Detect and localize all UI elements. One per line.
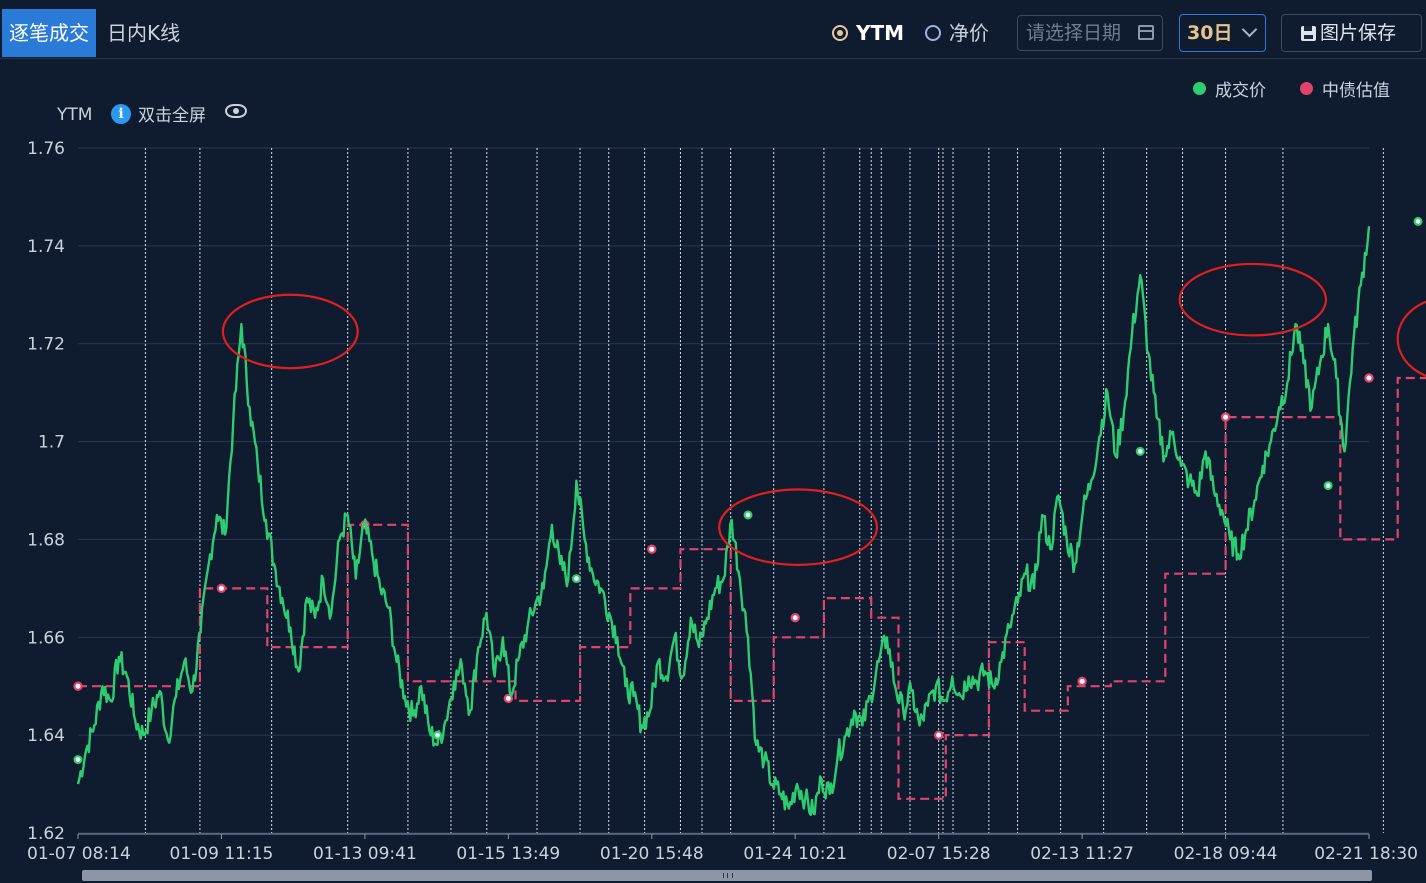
x-tick-label: 01-13 09:41 [313, 844, 417, 864]
fullscreen-hint: i 双击全屏 [111, 101, 206, 126]
valuation-marker [790, 613, 800, 623]
trade-marker [73, 755, 83, 765]
valuation-marker [647, 544, 657, 554]
legend-item-trade[interactable]: 成交价 [1193, 76, 1266, 101]
legend-item-valuation[interactable]: 中债估值 [1300, 76, 1390, 101]
y-tick-label: 1.64 [27, 726, 65, 746]
toolbar: 逐笔成交 日内K线 YTM 净价 请选择日期 30日 图片保存 [0, 0, 1426, 59]
trade-series [73, 216, 1423, 817]
legend-trade-swatch [1193, 82, 1206, 95]
trade-marker [1135, 446, 1145, 456]
radio-clean-price-label: 净价 [949, 21, 989, 45]
x-tick-label: 02-18 09:44 [1174, 844, 1278, 864]
valuation-step-line [78, 376, 1426, 800]
y-tick-label: 1.74 [27, 237, 65, 257]
radio-clean-price[interactable]: 净价 [925, 20, 989, 46]
x-tick-label: 02-13 11:27 [1030, 844, 1134, 864]
x-tick-label: 02-07 15:28 [887, 844, 991, 864]
y-tick-label: 1.72 [27, 335, 65, 355]
x-tick-label: 01-09 11:15 [170, 844, 274, 864]
x-tick-label: 02-21 18:30 [1314, 844, 1418, 864]
highlight-circle [1396, 300, 1426, 377]
range-select-value: 30日 [1187, 22, 1233, 44]
y-tick-label: 1.62 [27, 824, 65, 844]
trade-marker [571, 574, 581, 584]
fullscreen-hint-label: 双击全屏 [138, 106, 206, 126]
zoom-scrollbar[interactable] [82, 870, 1372, 881]
y-tick-label: 1.66 [27, 628, 65, 648]
trade-marker [433, 730, 443, 740]
trade-marker [1413, 216, 1423, 226]
trade-line [76, 226, 1371, 817]
highlight-circle [221, 293, 359, 370]
radio-ytm-label: YTM [856, 21, 905, 45]
highlight-circle [1178, 262, 1328, 337]
info-icon: i [111, 103, 131, 124]
valuation-marker [1364, 373, 1374, 383]
valuation-marker [1220, 412, 1231, 422]
legend-trade-label: 成交价 [1215, 81, 1266, 101]
y-tick-label: 1.76 [27, 139, 65, 159]
radio-selected-icon [832, 25, 848, 41]
annotations [221, 262, 1426, 566]
grid-lines [78, 147, 1369, 834]
date-placeholder: 请选择日期 [1026, 22, 1122, 44]
highlight-circle [718, 488, 879, 566]
valuation-marker [933, 730, 944, 740]
trade-marker [1323, 481, 1333, 491]
x-axis: 01-07 08:14 01-09 11:15 01-13 09:41 01-15 1… [27, 833, 1418, 864]
y-axis-name: YTM [57, 105, 93, 125]
x-tick-label: 01-15 13:49 [456, 844, 560, 864]
valuation-series [73, 373, 1426, 800]
calendar-icon [1138, 25, 1154, 40]
trade-marker [743, 510, 753, 520]
tab-tick-trades[interactable]: 逐笔成交 [2, 9, 96, 57]
radio-unselected-icon [925, 25, 941, 41]
valuation-marker [73, 681, 83, 691]
save-icon [1301, 26, 1316, 41]
scrollbar-grip-icon[interactable] [723, 873, 733, 878]
y-tick-label: 1.68 [27, 530, 65, 550]
date-picker-input[interactable]: 请选择日期 [1017, 15, 1163, 51]
y-axis-ticks: 1.76 1.74 1.72 1.7 1.68 1.66 1.64 1.62 [27, 139, 65, 844]
x-tick-label: 01-07 08:14 [27, 844, 131, 864]
x-tick-label: 01-20 15:48 [600, 844, 704, 864]
tab-intraday-kline[interactable]: 日内K线 [107, 21, 181, 45]
x-tick-label: 01-24 10:21 [743, 844, 847, 864]
legend-valuation-label: 中债估值 [1322, 81, 1390, 101]
legend-valuation-swatch [1300, 82, 1313, 95]
valuation-marker [216, 583, 227, 594]
save-image-button[interactable]: 图片保存 [1281, 14, 1422, 52]
y-tick-label: 1.7 [38, 433, 65, 453]
eye-icon[interactable] [225, 104, 247, 118]
range-select[interactable]: 30日 [1179, 14, 1266, 52]
save-image-label: 图片保存 [1320, 22, 1397, 44]
radio-ytm[interactable]: YTM [832, 20, 904, 46]
valuation-marker [1077, 676, 1087, 687]
